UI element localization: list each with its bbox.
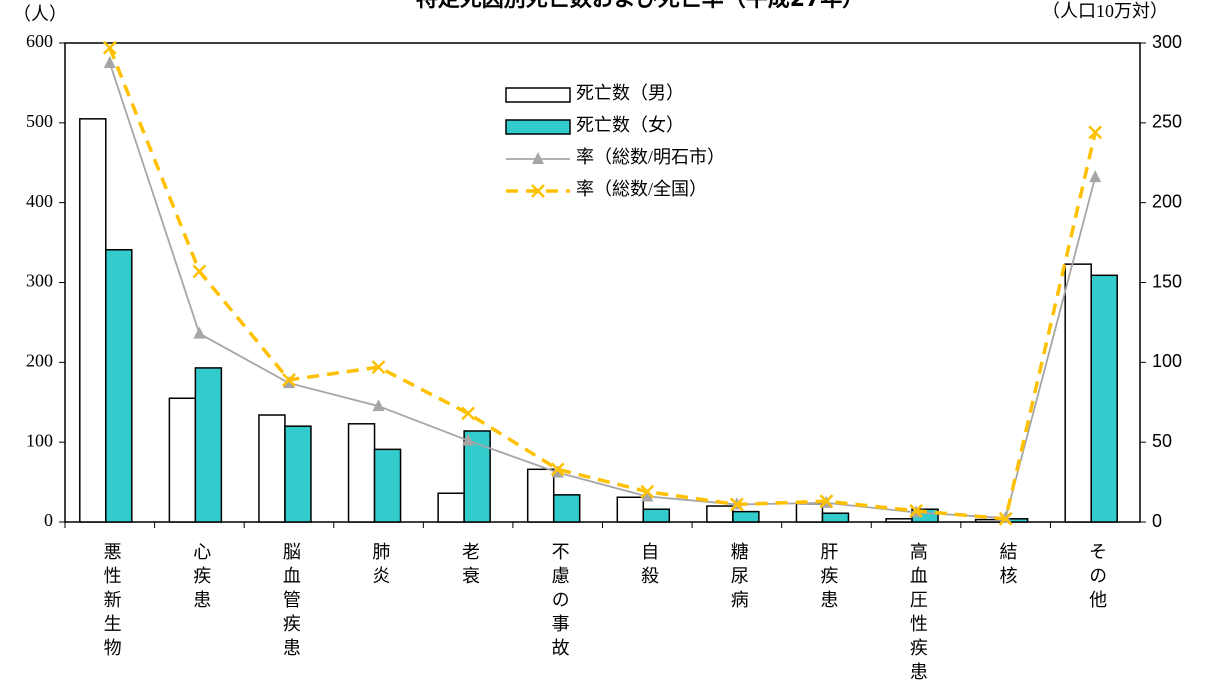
y-tick-label: 500 [26,111,53,131]
line-marker [998,511,1013,526]
line-marker [462,433,475,446]
legend-swatch [505,119,571,135]
line-marker [372,399,385,412]
line-marker [282,376,295,389]
line [108,62,1097,519]
line-marker [640,484,655,499]
y2-tick-label: 50 [1152,431,1172,451]
bar [105,249,133,523]
bar [347,423,376,523]
bar [706,505,734,523]
line-marker [531,184,545,198]
y-tick-label: 0 [44,510,53,530]
line-marker [641,489,654,502]
line-marker [551,465,564,478]
bar [437,492,465,523]
bar [373,448,402,523]
bar [526,468,555,523]
line-marker [103,55,116,68]
x-tick-label: 自殺 [639,542,659,590]
x-tick-label: 肝疾患 [818,542,838,614]
y-axis-label: （人） [13,4,67,24]
y2-tick-label: 150 [1152,271,1182,291]
y2-tick-label: 250 [1152,112,1182,132]
legend-label: 死亡数（男） [576,83,684,103]
line-marker [192,264,207,279]
bar [795,502,824,523]
bar [552,494,581,523]
y2-tick-label: 300 [1152,32,1182,52]
x-tick-label: 高血圧性疾患 [908,542,928,686]
y-tick-label: 200 [26,350,53,370]
bar [168,397,197,523]
y-tick-label: 300 [26,271,53,291]
y2-tick-label: 0 [1152,511,1162,531]
line-marker [729,497,744,512]
line-marker [909,503,923,518]
x-tick-label: 老衰 [460,542,480,590]
bar [194,367,223,523]
x-tick-label: 肺炎 [370,542,390,590]
bar [258,414,286,523]
legend-label: 率（総数/明石市） [576,147,725,167]
line-marker [1088,125,1103,140]
line [108,47,1097,521]
line-marker [282,373,296,387]
chart-title: 特定死因別死亡数および死亡率（平成27年） [416,0,865,12]
bar [79,118,107,523]
legend-label: 死亡数（女） [576,115,684,135]
bar [1090,274,1118,523]
line-marker [1089,170,1102,183]
bar [732,510,760,523]
bar [1064,263,1092,523]
line-marker [193,326,206,339]
y2-tick-label: 100 [1152,351,1182,371]
y-tick-label: 100 [26,430,53,450]
y2-axis-label: （人口10万対） [1042,1,1168,21]
line-marker [102,40,117,55]
line-marker [550,462,565,477]
line-marker [532,152,544,164]
x-tick-label: 心疾患 [191,542,211,614]
x-tick-label: 結核 [998,542,1018,590]
bar [885,518,913,523]
legend-swatch [505,87,571,103]
bar [821,512,850,523]
x-tick-label: その他 [1087,542,1107,614]
bar [284,425,312,523]
line-marker [371,360,386,375]
x-tick-label: 不慮の事故 [550,542,570,662]
y-tick-label: 600 [26,31,53,51]
y2-tick-label: 200 [1152,191,1182,211]
y-tick-label: 400 [26,191,53,211]
bar [974,518,1003,523]
legend-label: 率（総数/全国） [576,179,707,199]
bar [616,496,645,523]
x-tick-label: 脳血管疾患 [281,542,301,662]
line-marker [461,406,476,421]
x-tick-label: 悪性新生物 [102,542,122,662]
line-marker [819,494,834,509]
x-tick-label: 糖尿病 [729,542,749,614]
bar [642,508,671,523]
